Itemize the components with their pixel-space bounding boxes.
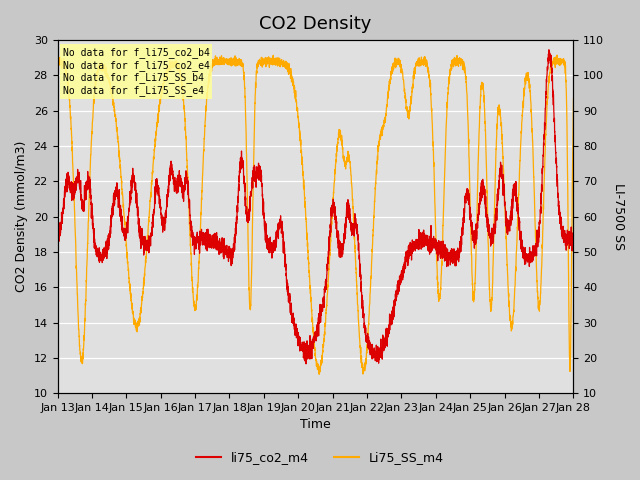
X-axis label: Time: Time [300,419,331,432]
Text: No data for f_li75_co2_b4
No data for f_li75_co2_e4
No data for f_Li75_SS_b4
No : No data for f_li75_co2_b4 No data for f_… [63,47,209,96]
Y-axis label: LI-7500 SS: LI-7500 SS [612,183,625,250]
Legend: li75_co2_m4, Li75_SS_m4: li75_co2_m4, Li75_SS_m4 [191,446,449,469]
Y-axis label: CO2 Density (mmol/m3): CO2 Density (mmol/m3) [15,141,28,292]
Title: CO2 Density: CO2 Density [259,15,372,33]
